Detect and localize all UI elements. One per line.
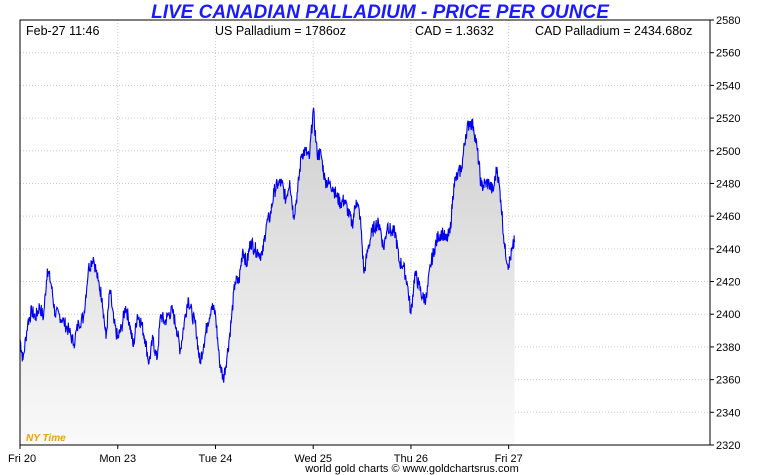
y-axis: 2320 2340 2360 2380 2400 2420 2440 2460 2480 2500… <box>710 15 740 452</box>
x-axis: Fri 20 Mon 23 Tue 24 Wed 25 Thu 26 Fri 27 <box>8 445 523 465</box>
y-tick-label: 2400 <box>716 309 740 321</box>
y-tick-label: 2380 <box>716 342 740 354</box>
y-tick-label: 2520 <box>716 113 740 125</box>
plot-frame <box>19 19 711 446</box>
y-tick-label: 2460 <box>716 211 740 223</box>
price-area <box>20 107 515 445</box>
us-price: US Palladium = 1786oz <box>215 24 346 38</box>
x-tick-label: Fri 27 <box>495 453 523 465</box>
y-tick-label: 2480 <box>716 178 740 190</box>
fx-rate: CAD = 1.3632 <box>415 24 494 38</box>
y-tick-label: 2500 <box>716 146 740 158</box>
x-tick-label: Mon 23 <box>99 453 136 465</box>
y-tick-label: 2440 <box>716 244 740 256</box>
y-tick-label: 2420 <box>716 277 740 289</box>
x-tick-label: Tue 24 <box>199 453 233 465</box>
price-line <box>20 107 516 383</box>
x-tick-label: Wed 25 <box>294 453 332 465</box>
y-tick-label: 2560 <box>716 48 740 60</box>
y-tick-label: 2580 <box>716 15 740 27</box>
y-tick-label: 2540 <box>716 80 740 92</box>
x-tick-label: Fri 20 <box>8 453 36 465</box>
footer-credit: world gold charts © www.goldchartsrus.co… <box>304 463 519 475</box>
cad-price: CAD Palladium = 2434.68oz <box>535 24 692 38</box>
timezone-label: NY Time <box>26 433 66 444</box>
timestamp: Feb-27 11:46 <box>26 24 99 38</box>
x-tick-label: Thu 26 <box>394 453 428 465</box>
chart-title: LIVE CANADIAN PALLADIUM - PRICE PER OUNC… <box>151 2 610 23</box>
y-tick-label: 2340 <box>716 407 740 419</box>
y-tick-label: 2320 <box>716 440 740 452</box>
y-tick-label: 2360 <box>716 375 740 387</box>
